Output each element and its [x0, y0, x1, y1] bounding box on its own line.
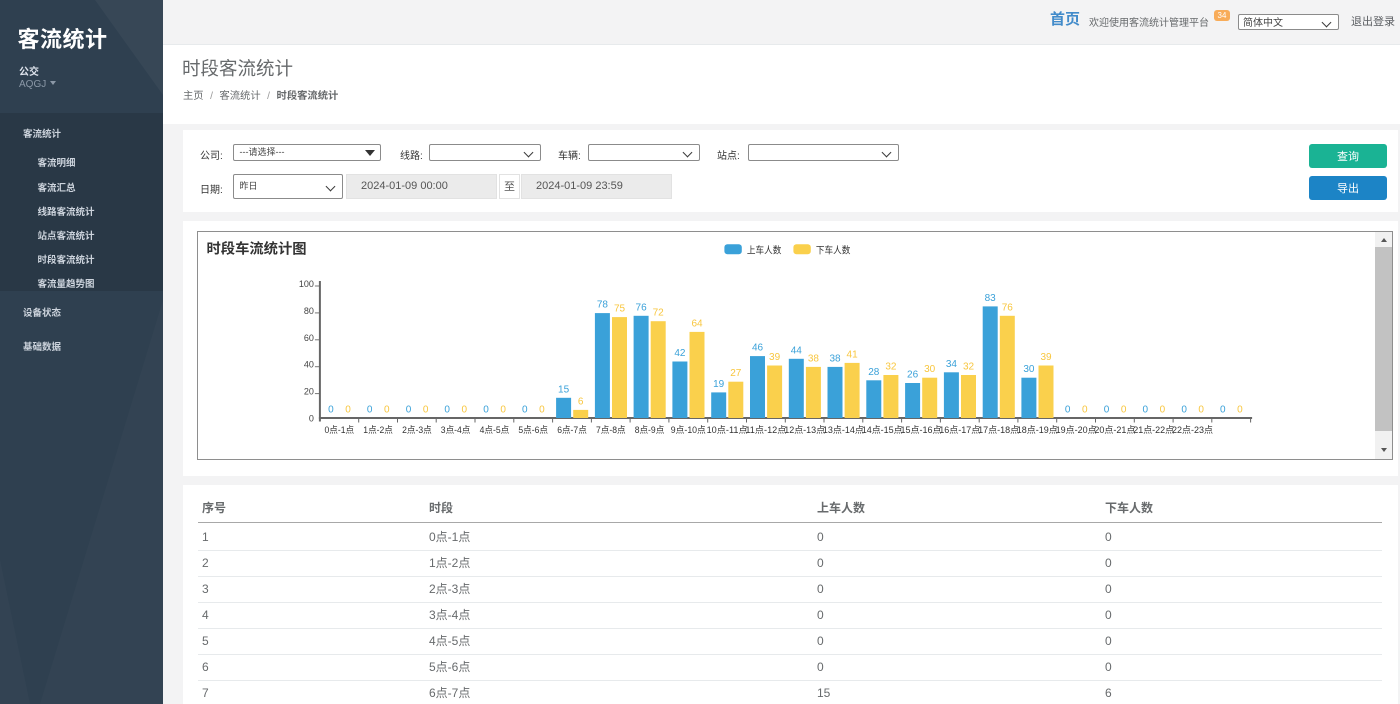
- svg-text:7点-8点: 7点-8点: [596, 423, 626, 436]
- svg-text:1点-2点: 1点-2点: [363, 423, 393, 436]
- svg-text:15点-16点: 15点-16点: [901, 423, 942, 436]
- svg-text:26: 26: [907, 370, 919, 381]
- svg-text:8点-9点: 8点-9点: [635, 423, 665, 436]
- svg-text:0: 0: [328, 405, 334, 416]
- svg-text:0: 0: [1160, 405, 1166, 416]
- svg-text:0: 0: [1198, 405, 1204, 416]
- svg-text:19: 19: [713, 379, 725, 390]
- svg-text:0: 0: [384, 405, 390, 416]
- svg-text:0: 0: [539, 405, 545, 416]
- svg-text:38: 38: [808, 353, 820, 364]
- svg-text:42: 42: [674, 348, 686, 359]
- svg-text:76: 76: [1002, 302, 1014, 313]
- svg-text:0: 0: [1220, 405, 1226, 416]
- svg-text:3点-4点: 3点-4点: [441, 423, 471, 436]
- svg-text:32: 32: [885, 362, 897, 373]
- svg-text:0点-1点: 0点-1点: [325, 423, 355, 436]
- svg-text:76: 76: [636, 302, 648, 313]
- svg-text:64: 64: [691, 318, 703, 329]
- svg-text:上车人数: 上车人数: [747, 243, 782, 257]
- svg-text:20点-21点: 20点-21点: [1094, 423, 1135, 436]
- svg-text:5点-6点: 5点-6点: [518, 423, 548, 436]
- svg-text:39: 39: [1040, 352, 1052, 363]
- svg-text:30: 30: [1023, 364, 1035, 375]
- svg-text:80: 80: [304, 306, 314, 316]
- svg-text:20: 20: [304, 387, 314, 397]
- svg-text:0: 0: [1082, 405, 1088, 416]
- svg-text:下车人数: 下车人数: [816, 243, 851, 257]
- svg-text:0: 0: [1237, 405, 1243, 416]
- svg-text:0: 0: [1104, 405, 1110, 416]
- svg-text:10点-11点: 10点-11点: [707, 423, 748, 436]
- svg-text:12点-13点: 12点-13点: [784, 423, 825, 436]
- svg-text:0: 0: [367, 405, 373, 416]
- svg-text:38: 38: [829, 353, 841, 364]
- svg-text:11点-12点: 11点-12点: [745, 423, 786, 436]
- svg-text:16点-17点: 16点-17点: [939, 423, 980, 436]
- svg-text:14点-15点: 14点-15点: [862, 423, 903, 436]
- svg-text:0: 0: [462, 405, 468, 416]
- svg-text:0: 0: [1143, 405, 1149, 416]
- svg-text:0: 0: [1065, 405, 1071, 416]
- svg-text:9点-10点: 9点-10点: [671, 423, 706, 436]
- svg-text:39: 39: [769, 352, 781, 363]
- svg-text:0: 0: [483, 405, 489, 416]
- svg-text:19点-20点: 19点-20点: [1056, 423, 1097, 436]
- svg-text:18点-19点: 18点-19点: [1017, 423, 1058, 436]
- svg-text:41: 41: [847, 349, 859, 360]
- svg-text:6: 6: [578, 396, 584, 407]
- svg-text:时段车流统计图: 时段车流统计图: [207, 238, 307, 259]
- svg-text:46: 46: [752, 343, 764, 354]
- svg-text:44: 44: [791, 345, 803, 356]
- svg-text:0: 0: [500, 405, 506, 416]
- svg-text:32: 32: [963, 362, 975, 373]
- svg-text:72: 72: [653, 308, 665, 319]
- svg-text:75: 75: [614, 304, 626, 315]
- svg-text:0: 0: [406, 405, 412, 416]
- svg-text:34: 34: [946, 359, 958, 370]
- svg-text:28: 28: [868, 367, 880, 378]
- svg-text:60: 60: [304, 333, 314, 343]
- svg-text:4点-5点: 4点-5点: [480, 423, 510, 436]
- svg-text:27: 27: [730, 368, 742, 379]
- svg-text:78: 78: [597, 300, 609, 311]
- svg-text:0: 0: [522, 405, 528, 416]
- svg-text:0: 0: [1181, 405, 1187, 416]
- svg-text:0: 0: [423, 405, 429, 416]
- svg-text:100: 100: [299, 279, 314, 289]
- svg-text:40: 40: [304, 360, 314, 370]
- svg-text:0: 0: [309, 414, 314, 424]
- svg-text:83: 83: [985, 293, 997, 304]
- svg-text:0: 0: [1121, 405, 1127, 416]
- svg-text:22点-23点: 22点-23点: [1172, 423, 1213, 436]
- svg-text:6点-7点: 6点-7点: [557, 423, 587, 436]
- svg-text:30: 30: [924, 364, 936, 375]
- svg-text:2点-3点: 2点-3点: [402, 423, 432, 436]
- svg-text:0: 0: [345, 405, 351, 416]
- svg-text:0: 0: [444, 405, 450, 416]
- svg-text:21点-22点: 21点-22点: [1133, 423, 1174, 436]
- svg-text:17点-18点: 17点-18点: [978, 423, 1019, 436]
- svg-text:13点-14点: 13点-14点: [823, 423, 864, 436]
- svg-text:15: 15: [558, 384, 570, 395]
